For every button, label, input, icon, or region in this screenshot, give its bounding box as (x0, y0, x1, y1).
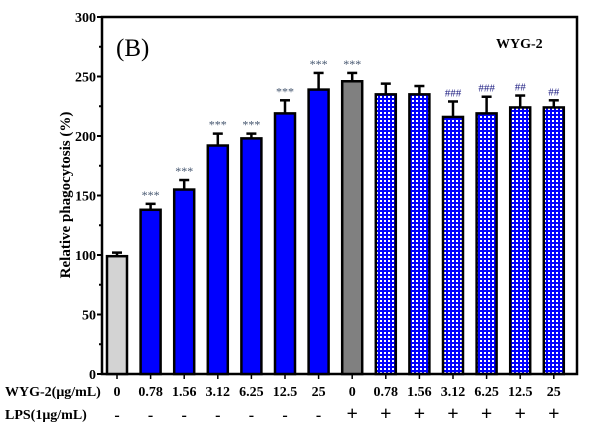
lps-label: + (414, 403, 425, 425)
x-tick-label: 25 (312, 385, 326, 400)
lps-label: - (316, 407, 321, 424)
x-tick-label: 6.25 (474, 385, 499, 400)
lps-label: - (215, 407, 220, 424)
x-tick-label: 0 (349, 385, 356, 400)
x-tick-label: 1.56 (407, 385, 432, 400)
panel-label: (B) (116, 35, 149, 62)
bar (273, 112, 297, 376)
y-axis-label: Relative phagocytosis (%) (58, 112, 74, 279)
bar (172, 188, 196, 376)
bar (240, 137, 263, 376)
lps-label: - (282, 407, 287, 424)
x-tick-label: 25 (547, 385, 561, 400)
lps-label: - (182, 407, 187, 424)
bar (475, 112, 498, 376)
y-tick-label: 200 (75, 130, 96, 145)
x-tick-label: 3.12 (206, 385, 231, 400)
y-tick-label: 0 (89, 368, 96, 383)
bar (206, 144, 230, 376)
bar (307, 88, 330, 376)
x-tick-label: 3.12 (441, 385, 466, 400)
significance-label: *** (142, 188, 160, 202)
significance-label: *** (343, 57, 361, 71)
lps-label: + (481, 403, 492, 425)
lps-label: - (114, 407, 119, 424)
legend-text: WYG-2 (496, 37, 543, 52)
y-tick-label: 300 (75, 11, 96, 26)
bar (441, 115, 465, 376)
y-tick-label: 150 (75, 190, 96, 205)
significance-label: ### (478, 83, 495, 95)
significance-label: ### (445, 87, 462, 99)
y-tick-label: 100 (75, 249, 96, 264)
x-tick-label: 12.5 (273, 385, 298, 400)
x-tick-label: 0 (114, 385, 121, 400)
y-tick-label: 50 (82, 309, 96, 324)
significance-label: *** (242, 118, 260, 132)
significance-label: *** (175, 164, 193, 178)
lps-label: + (514, 403, 525, 425)
lps-label: + (380, 403, 391, 425)
bar (340, 80, 364, 376)
x-tick-label: 0.78 (374, 385, 399, 400)
row-label-lps: LPS(1μg/mL) (5, 408, 87, 423)
x-tick-label: 12.5 (508, 385, 533, 400)
lps-label: + (548, 403, 559, 425)
lps-label: - (148, 407, 153, 424)
lps-label: + (447, 403, 458, 425)
bar (139, 208, 162, 376)
y-tick-label: 250 (75, 71, 96, 86)
x-tick-label: 6.25 (239, 385, 264, 400)
row-label-wyg: WYG-2(μg/mL) (5, 385, 101, 400)
lps-label: - (249, 407, 254, 424)
significance-label: *** (276, 84, 294, 98)
significance-label: *** (310, 57, 328, 71)
lps-label: + (346, 403, 357, 425)
bar (374, 93, 398, 376)
bar (542, 106, 566, 376)
significance-label: ## (548, 86, 560, 98)
significance-label: ## (515, 82, 527, 94)
significance-label: *** (209, 118, 227, 132)
bar (105, 254, 129, 376)
x-tick-label: 0.78 (138, 385, 163, 400)
bar (508, 106, 532, 376)
x-tick-label: 1.56 (172, 385, 197, 400)
bar (408, 93, 431, 376)
